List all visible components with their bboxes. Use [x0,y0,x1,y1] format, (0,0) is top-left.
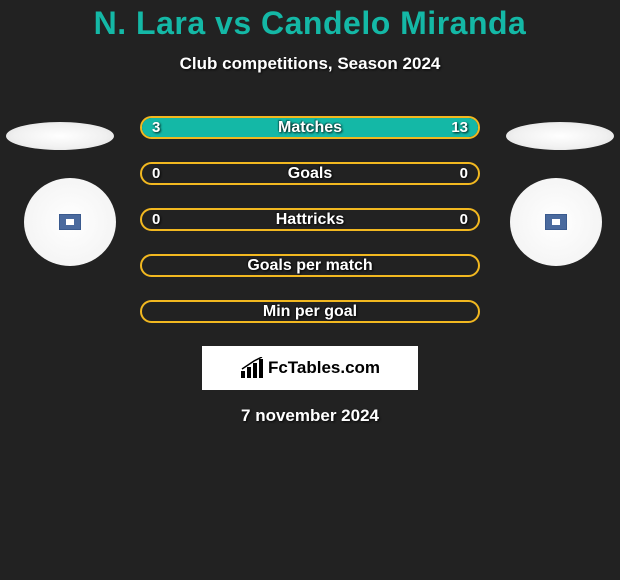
stat-row-gpm: Goals per match [140,254,480,277]
stat-row-matches: 3 Matches 13 [140,116,480,139]
stats-list: 3 Matches 13 0 Goals 0 0 Hattricks 0 Goa… [140,116,480,323]
stat-label: Goals [288,165,332,183]
stat-row-goals: 0 Goals 0 [140,162,480,185]
stat-value-right: 0 [460,165,468,182]
stat-row-mpg: Min per goal [140,300,480,323]
placeholder-icon [545,214,567,230]
stat-value-left: 0 [152,165,160,182]
player-avatar-left [24,178,116,266]
placeholder-icon [59,214,81,230]
player-avatar-right [510,178,602,266]
stat-value-left: 0 [152,211,160,228]
page-title: N. Lara vs Candelo Miranda [0,5,620,42]
brand-badge: FcTables.com [202,346,418,390]
stat-label: Goals per match [247,257,372,275]
brand-text: FcTables.com [268,358,380,378]
stat-row-hattricks: 0 Hattricks 0 [140,208,480,231]
stat-value-right: 0 [460,211,468,228]
stat-value-left: 3 [152,119,160,136]
infographic-container: N. Lara vs Candelo Miranda Club competit… [0,0,620,580]
footer-date: 7 november 2024 [0,406,620,426]
stat-label: Hattricks [276,211,344,229]
stat-value-right: 13 [451,119,468,136]
page-subtitle: Club competitions, Season 2024 [0,54,620,74]
chart-icon [240,357,264,379]
player-badge-ellipse-right [506,122,614,150]
stat-label: Min per goal [263,303,357,321]
stat-label: Matches [278,119,342,137]
player-badge-ellipse-left [6,122,114,150]
